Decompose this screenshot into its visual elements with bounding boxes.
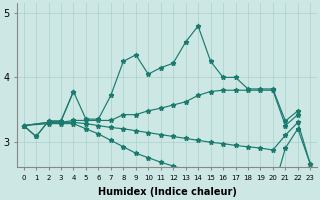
X-axis label: Humidex (Indice chaleur): Humidex (Indice chaleur) <box>98 187 236 197</box>
